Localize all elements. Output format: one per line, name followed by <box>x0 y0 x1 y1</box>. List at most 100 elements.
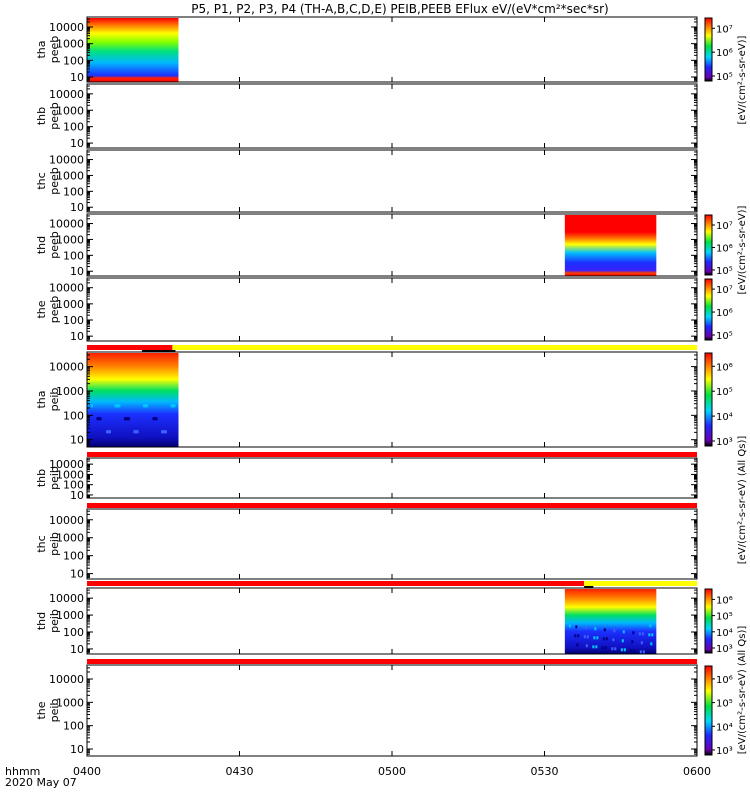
y-tick-label: 10000 <box>49 218 84 231</box>
x-tick-label: 0430 <box>226 765 254 778</box>
y-tick-label: 1000 <box>56 169 84 182</box>
y-tick-label: 10000 <box>49 458 84 471</box>
ion-speckle <box>630 649 633 653</box>
ion-speckle <box>576 643 579 647</box>
colorbar <box>704 665 713 756</box>
colorbar-tick-label: 10⁴ <box>716 412 733 423</box>
y-tick-label: 10 <box>70 201 84 214</box>
panel-label-product: peib <box>48 609 61 633</box>
panel-label-satellite: thb <box>35 469 48 487</box>
spectrogram-block-0-0 <box>87 18 179 82</box>
ion-speckle <box>586 635 589 639</box>
ion-speckle <box>603 628 606 632</box>
y-tick-label: 100 <box>63 720 84 733</box>
x-tick-label: 0530 <box>531 765 559 778</box>
ion-speckle <box>114 404 117 408</box>
colorbar-tick-label: 10⁴ <box>716 628 733 639</box>
colorbar-tick-label: 10⁶ <box>716 362 733 373</box>
y-tick-label: 10000 <box>49 514 84 527</box>
panel-label-product: peib <box>48 532 61 556</box>
ion-speckle <box>605 637 608 641</box>
panel-tha-peib: 10 100 1000 10000 tha peib 10³ 10⁴ 10⁵ 10⁶ <box>35 351 733 448</box>
y-tick-label: 100 <box>63 626 84 639</box>
status-bar-2-0 <box>87 503 697 508</box>
ion-speckle <box>614 647 617 651</box>
ion-speckle <box>91 404 93 408</box>
x-axis-label-date: 2020 May 07 <box>5 776 77 789</box>
y-tick-label: 100 <box>63 121 84 134</box>
y-tick-label: 100 <box>63 185 84 198</box>
x-axis: hhmm 2020 May 07 0400 0430 0500 0530 0600 <box>5 765 711 789</box>
panel-label-product: peeb <box>48 167 61 195</box>
colorbar-tick-label: 10³ <box>716 746 733 757</box>
panel-label-satellite: thc <box>35 172 48 189</box>
status-bar-1-0 <box>87 452 697 457</box>
ion-speckle <box>622 630 625 634</box>
ion-speckle <box>594 627 597 631</box>
colorbar-units-ion-2: [eV/(cm²-s-sr-eV) (All Qs)] <box>737 626 748 755</box>
colorbar-tick-label: 10⁵ <box>716 699 733 710</box>
y-tick-label: 10 <box>70 643 84 656</box>
y-tick-label: 1000 <box>56 298 84 311</box>
ion-speckle <box>649 624 652 628</box>
panel-label-satellite: thb <box>35 107 48 125</box>
y-tick-label: 10 <box>70 330 84 343</box>
x-tick-label: 0400 <box>73 765 101 778</box>
ion-speckle <box>161 430 163 434</box>
colorbar-tick-label: 10⁶ <box>716 675 733 686</box>
colorbar-tick-label: 10³ <box>716 437 733 448</box>
colorbar-tick-label: 10⁵ <box>716 387 733 398</box>
panel-label-satellite: thc <box>35 535 48 552</box>
panel-label-satellite: tha <box>35 40 48 58</box>
y-tick-label: 1000 <box>56 385 84 398</box>
status-bar-0-0 <box>87 345 173 350</box>
ion-speckle <box>596 636 599 640</box>
panel-label-product: peib <box>48 699 61 723</box>
ion-speckle <box>133 430 136 434</box>
x-tick-label: 0600 <box>683 765 711 778</box>
panel-label-satellite: thd <box>35 236 48 254</box>
colorbar-tick-label: 10⁶ <box>716 48 733 59</box>
y-tick-label: 1000 <box>56 104 84 117</box>
ion-speckle <box>650 642 653 646</box>
ion-speckle <box>143 404 145 408</box>
y-tick-label: 10000 <box>49 21 84 34</box>
status-bar-4-0 <box>87 659 697 664</box>
ion-speckle <box>611 647 614 651</box>
ion-speckle <box>651 633 654 637</box>
ion-speckle <box>613 629 616 633</box>
colorbar-tick-label: 10³ <box>716 644 733 655</box>
ion-speckle <box>575 625 578 629</box>
y-tick-label: 1000 <box>56 696 84 709</box>
ion-speckle <box>577 634 580 638</box>
panel-the-peib: 10 100 1000 10000 the peib 10³ 10⁴ 10⁵ 10⁶ <box>35 664 733 757</box>
panel-label-product: peib <box>48 388 61 412</box>
y-tick-label: 100 <box>63 54 84 67</box>
colorbar-tick-label: 10⁵ <box>716 612 733 623</box>
y-tick-label: 1000 <box>56 532 84 545</box>
ion-speckle <box>595 645 598 649</box>
y-tick-label: 100 <box>63 550 84 563</box>
colorbar <box>704 214 713 276</box>
figure-title: P5, P1, P2, P3, P4 (TH-A,B,C,D,E) PEIB,P… <box>191 2 608 16</box>
y-tick-label: 10000 <box>49 592 84 605</box>
ion-speckle <box>638 632 641 636</box>
ion-speckle <box>642 650 645 654</box>
status-bar-3-1 <box>584 581 697 586</box>
y-tick-label: 1000 <box>56 609 84 622</box>
ion-speckle <box>152 417 155 421</box>
panel-label-product: peib <box>48 466 61 490</box>
colorbar <box>704 588 713 654</box>
panel-label-satellite: the <box>35 701 48 719</box>
y-tick-label: 10000 <box>49 88 84 101</box>
panel-frame <box>86 277 698 342</box>
colorbar-units-ion: [eV/(cm²-s-sr-eV) (All Qs)] <box>737 436 748 565</box>
y-tick-label: 10000 <box>49 361 84 374</box>
y-tick-label: 1000 <box>56 233 84 246</box>
